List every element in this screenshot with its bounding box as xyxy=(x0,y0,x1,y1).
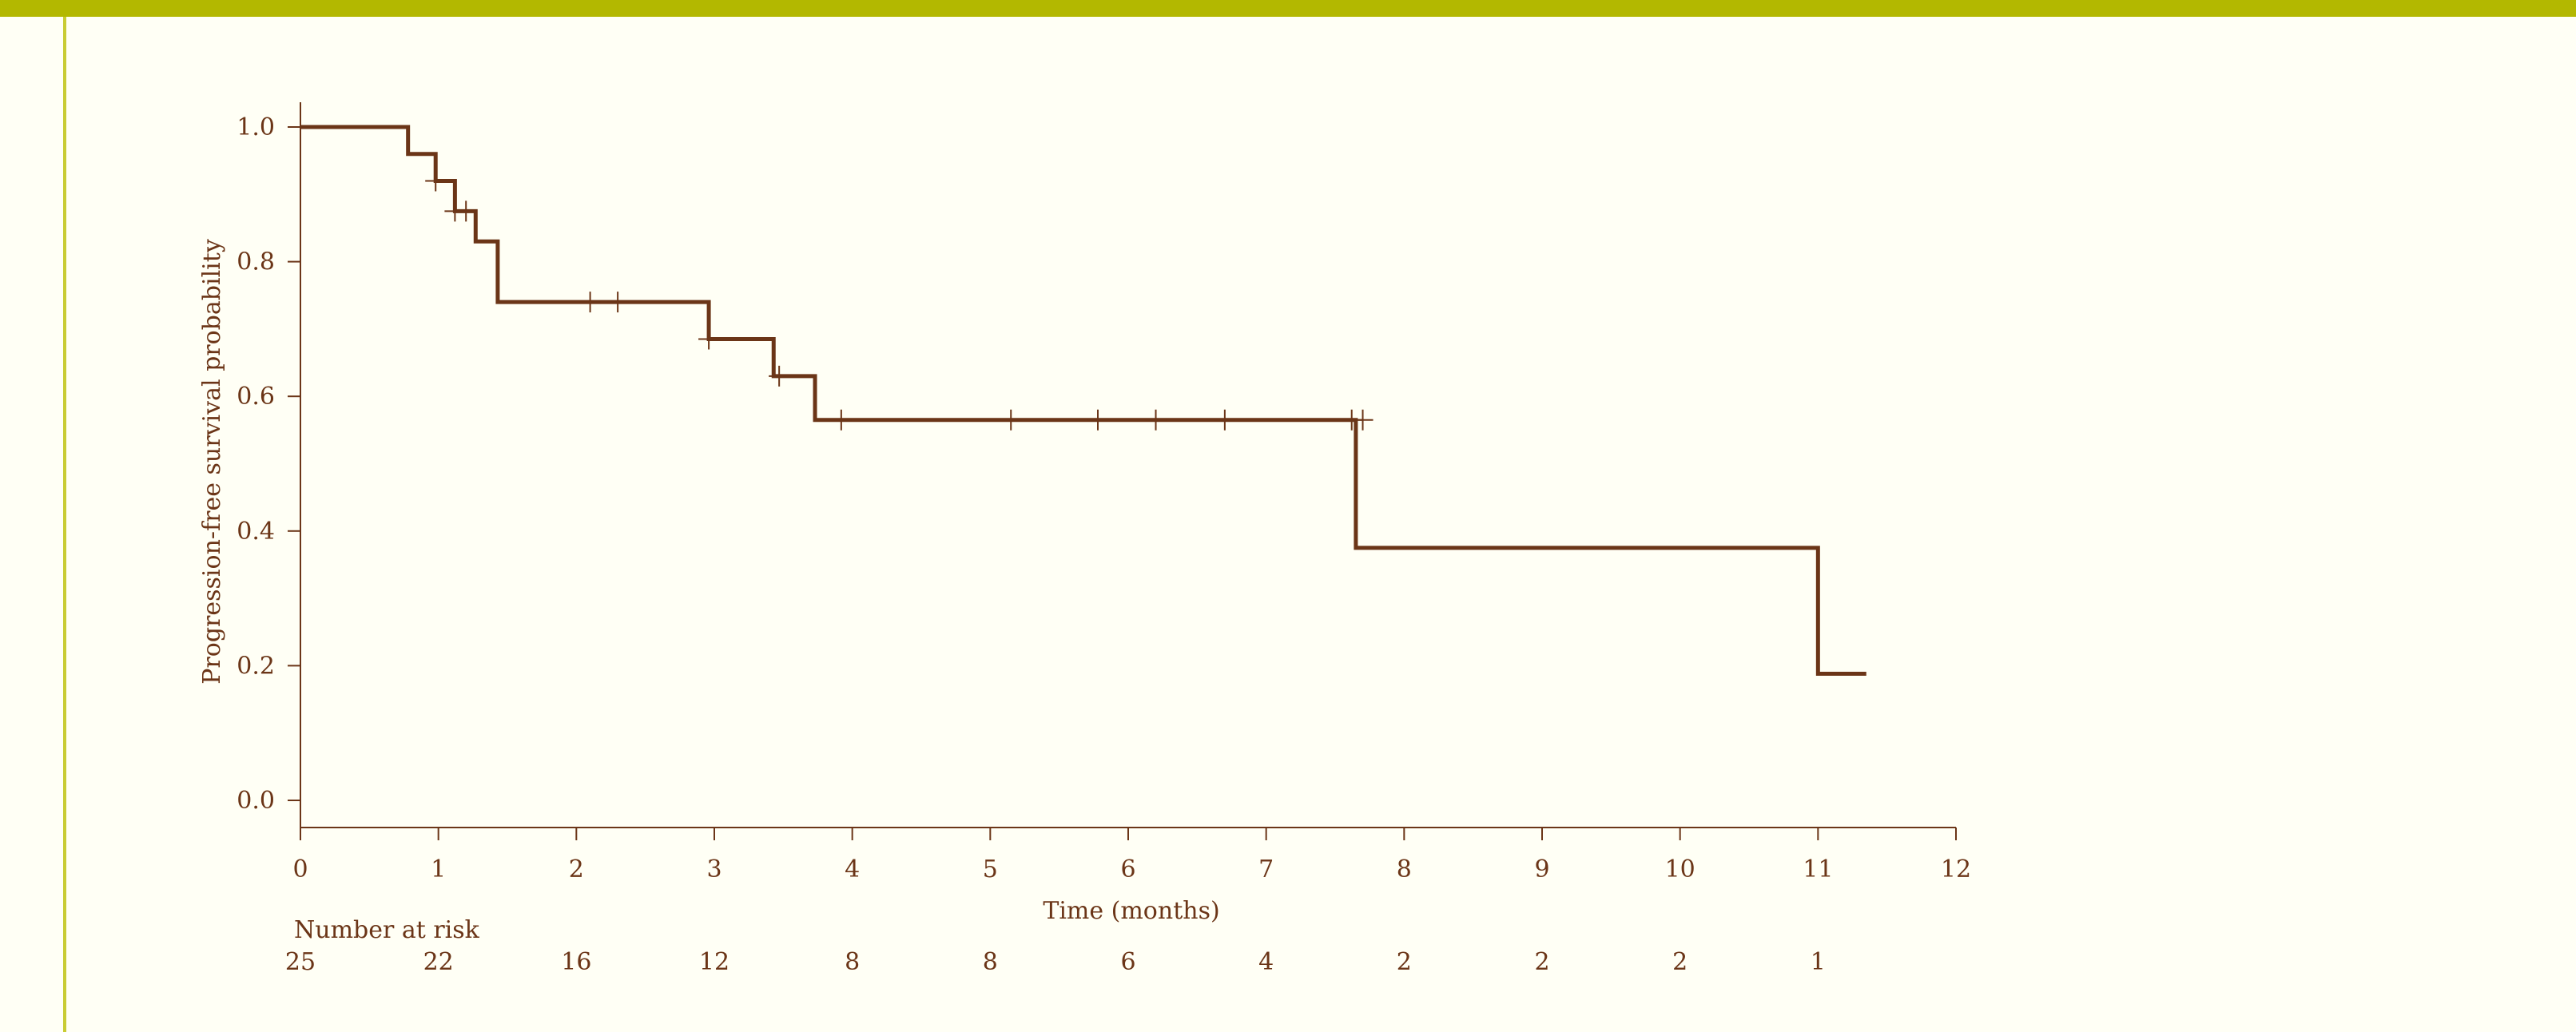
x-tick-label: 8 xyxy=(1397,855,1412,883)
left-accent-rule xyxy=(63,17,66,1032)
chart-axes: 0 1 2 3 4 5 6 7 8 9 10 11 120.00.20.40.60.81.0 xyxy=(237,102,1971,883)
x-tick-label: 0 xyxy=(292,855,308,883)
censor-mark xyxy=(830,409,852,431)
y-tick-label: 0.0 xyxy=(237,787,275,815)
risk-count: 6 xyxy=(1120,948,1135,976)
risk-count: 2 xyxy=(1672,948,1688,976)
censor-mark xyxy=(1000,409,1022,431)
survival-curve xyxy=(300,125,1866,677)
risk-count: 4 xyxy=(1258,948,1274,976)
censor-mark xyxy=(1352,409,1373,431)
x-tick-label: 5 xyxy=(983,855,998,883)
censor-mark xyxy=(698,328,720,350)
risk-table: 25 22 16 12 8 8 6 4 2 2 2 1 xyxy=(285,948,1826,976)
censor-mark xyxy=(425,170,447,192)
censor-mark xyxy=(1214,409,1235,431)
y-tick-label: 0.4 xyxy=(237,518,275,546)
x-tick-label: 7 xyxy=(1258,855,1274,883)
risk-count: 8 xyxy=(983,948,998,976)
censor-mark xyxy=(607,292,629,313)
y-tick-label: 0.6 xyxy=(237,383,275,411)
y-tick-label: 0.8 xyxy=(237,248,275,276)
x-tick-label: 11 xyxy=(1803,855,1833,883)
x-tick-label: 10 xyxy=(1665,855,1695,883)
risk-count: 8 xyxy=(845,948,860,976)
risk-count: 2 xyxy=(1397,948,1412,976)
censor-mark xyxy=(455,200,477,222)
censor-mark xyxy=(579,292,601,313)
censor-mark xyxy=(769,365,790,387)
censor-mark xyxy=(1145,409,1167,431)
chart-labels: Time (months) Progression-free survival … xyxy=(198,239,1220,944)
risk-count: 2 xyxy=(1534,948,1549,976)
risk-table-label: Number at risk xyxy=(294,916,480,944)
x-tick-label: 3 xyxy=(706,855,722,883)
risk-count: 22 xyxy=(423,948,454,976)
y-tick-label: 0.2 xyxy=(237,652,275,680)
risk-count: 16 xyxy=(561,948,591,976)
risk-count: 25 xyxy=(285,948,316,976)
x-tick-label: 1 xyxy=(431,855,446,883)
y-axis-label: Progression-free survival probability xyxy=(198,239,226,685)
x-tick-label: 2 xyxy=(569,855,584,883)
survival-step-line xyxy=(300,125,1866,677)
censor-mark xyxy=(1087,409,1109,431)
x-tick-label: 6 xyxy=(1120,855,1135,883)
x-tick-label: 4 xyxy=(845,855,860,883)
y-tick-label: 1.0 xyxy=(237,113,275,141)
x-tick-label: 9 xyxy=(1534,855,1549,883)
x-tick-label: 12 xyxy=(1941,855,1971,883)
top-accent-bar xyxy=(0,0,2576,17)
risk-count: 1 xyxy=(1811,948,1826,976)
risk-count: 12 xyxy=(699,948,729,976)
x-axis-label: Time (months) xyxy=(1043,897,1219,925)
